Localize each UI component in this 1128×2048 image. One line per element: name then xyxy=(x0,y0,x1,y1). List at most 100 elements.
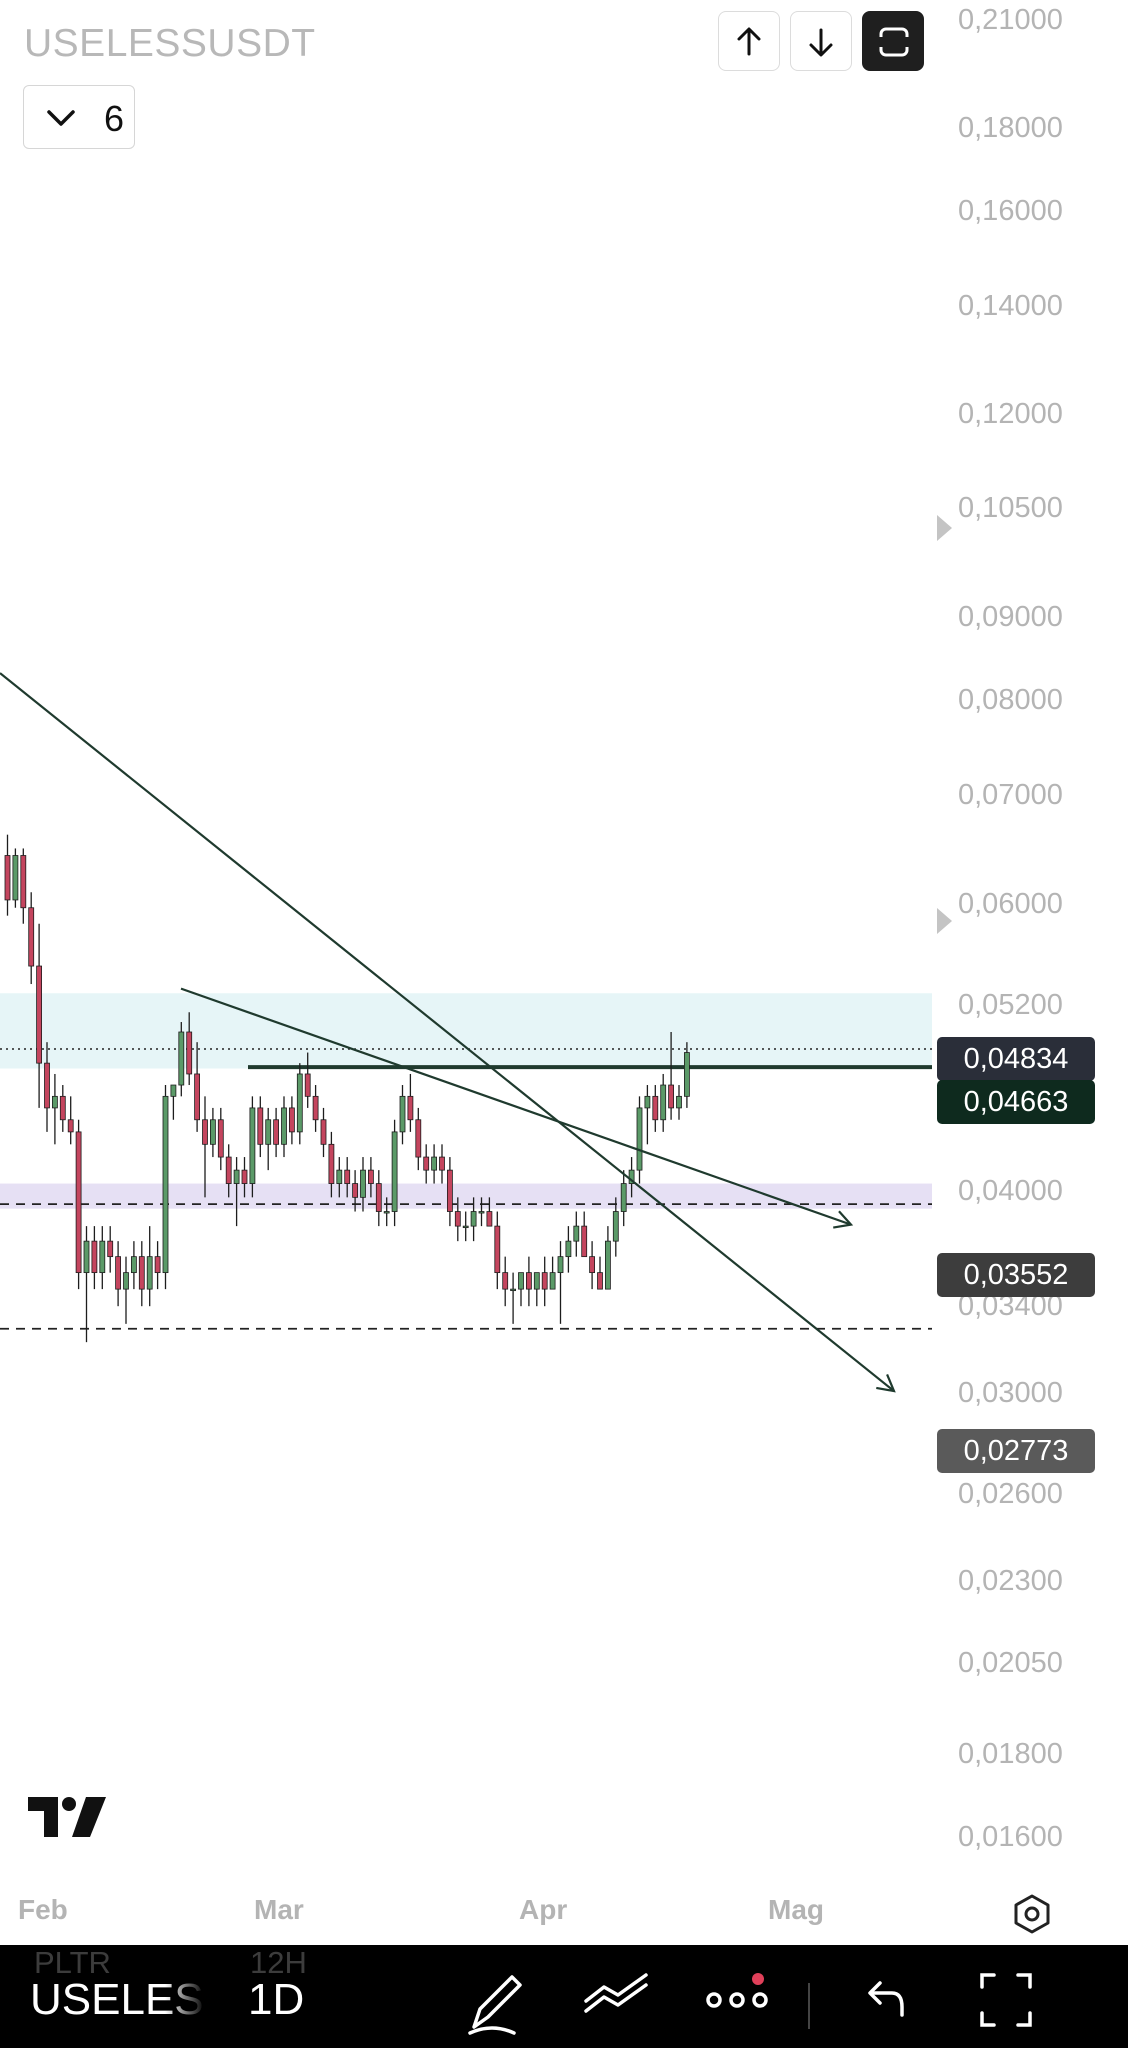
zone-band xyxy=(0,993,932,1069)
candle-body xyxy=(138,1256,145,1290)
candle-down xyxy=(415,1107,422,1171)
candle-body xyxy=(581,1225,588,1258)
candle-up xyxy=(391,1119,398,1227)
candle-up xyxy=(620,1170,627,1227)
candle-up xyxy=(130,1241,137,1290)
candle-up xyxy=(573,1211,580,1257)
candle-up xyxy=(518,1272,524,1307)
price-label: 0,08000 xyxy=(958,684,1063,716)
fullscreen-toggle-icon[interactable] xyxy=(976,1945,1036,2048)
interval-button[interactable]: 1D xyxy=(248,1975,305,2024)
candle-body xyxy=(241,1169,248,1184)
candle-body xyxy=(146,1256,153,1290)
candle-body xyxy=(99,1240,106,1274)
candle-down xyxy=(652,1085,659,1132)
tradingview-logo-icon xyxy=(28,1797,106,1837)
candles-layer xyxy=(4,834,690,1343)
undo-icon[interactable] xyxy=(858,1945,908,2048)
candle-down xyxy=(454,1197,461,1242)
draw-pen-icon[interactable] xyxy=(462,1945,532,2048)
candle-body xyxy=(154,1256,161,1274)
candle-body xyxy=(652,1095,659,1121)
candle-up xyxy=(162,1085,169,1290)
candle-up xyxy=(660,1073,667,1132)
candle-body xyxy=(83,1240,90,1274)
candle-body xyxy=(375,1183,382,1212)
candle-body xyxy=(28,907,35,967)
candle-up xyxy=(478,1197,485,1227)
symbol-button[interactable]: USELESSUSDT xyxy=(30,1975,205,2025)
candle-down xyxy=(502,1256,509,1307)
candle-body xyxy=(209,1119,216,1145)
indicators-icon[interactable] xyxy=(582,1945,652,2048)
candle-up xyxy=(557,1241,564,1324)
candle-body xyxy=(67,1119,74,1133)
candle-down xyxy=(439,1144,445,1184)
candle-body xyxy=(202,1119,208,1145)
candle-body xyxy=(454,1211,461,1227)
symbol-title: USELESSUSDT xyxy=(24,22,316,65)
price-tag-level: 0,02773 xyxy=(937,1429,1095,1473)
candle-body xyxy=(20,855,27,909)
price-label: 0,18000 xyxy=(958,112,1063,144)
candle-up xyxy=(209,1107,216,1158)
trendline-arrowhead xyxy=(833,1210,854,1229)
candle-up xyxy=(510,1272,517,1324)
candle-body xyxy=(281,1107,287,1145)
ghost-interval: 12H xyxy=(250,1945,307,1980)
price-label: 0,02600 xyxy=(958,1478,1063,1510)
price-chart[interactable] xyxy=(0,0,1128,1945)
candle-down xyxy=(91,1226,98,1290)
candle-body xyxy=(391,1131,398,1212)
arrow-down-icon xyxy=(809,28,833,57)
candle-body xyxy=(312,1095,319,1121)
candle-body xyxy=(620,1183,627,1212)
candle-down xyxy=(407,1073,414,1132)
candle-down xyxy=(107,1226,114,1273)
candle-body xyxy=(494,1225,501,1274)
candle-body xyxy=(573,1225,580,1242)
candle-body xyxy=(257,1107,264,1145)
alert-marker-icon[interactable] xyxy=(937,908,952,934)
candle-body xyxy=(684,1052,690,1097)
more-icon[interactable] xyxy=(704,1945,770,2048)
candle-up xyxy=(462,1211,469,1242)
candle-body xyxy=(628,1169,635,1184)
candle-up xyxy=(233,1157,240,1227)
candle-body xyxy=(265,1119,272,1145)
candle-body xyxy=(59,1095,66,1121)
candle-up xyxy=(431,1144,438,1184)
candle-down xyxy=(115,1241,121,1307)
candle-body xyxy=(328,1143,335,1184)
fullscreen-button[interactable] xyxy=(862,11,924,71)
candle-body xyxy=(162,1095,169,1274)
candle-down xyxy=(67,1096,74,1145)
candle-body xyxy=(486,1211,493,1227)
price-label: 0,04000 xyxy=(958,1175,1063,1207)
scroll-down-button[interactable] xyxy=(790,11,852,71)
settings-icon[interactable] xyxy=(1010,1892,1054,1936)
price-tag-current: 0,04834 xyxy=(937,1037,1095,1081)
price-label: 0,14000 xyxy=(958,290,1063,322)
scroll-up-button[interactable] xyxy=(718,11,780,71)
candle-up xyxy=(628,1157,635,1198)
candle-body xyxy=(344,1169,351,1184)
alert-marker-icon[interactable] xyxy=(937,515,952,541)
date-label: Feb xyxy=(18,1894,68,1925)
candle-down xyxy=(273,1107,280,1158)
candle-up xyxy=(399,1085,406,1145)
candle-down xyxy=(526,1256,532,1307)
candle-body xyxy=(194,1073,201,1121)
price-tag-level: 0,03552 xyxy=(937,1253,1095,1297)
candle-body xyxy=(352,1183,359,1198)
candle-body xyxy=(383,1211,390,1214)
interval-dropdown[interactable]: 6 xyxy=(23,85,135,149)
ghost-symbol: PLTR xyxy=(34,1945,111,1980)
candle-body xyxy=(431,1156,438,1171)
candle-up xyxy=(605,1226,611,1290)
candle-down xyxy=(138,1241,145,1307)
candle-down xyxy=(446,1157,453,1227)
candle-up xyxy=(12,848,19,908)
candle-down xyxy=(28,892,35,985)
candle-body xyxy=(470,1211,477,1227)
